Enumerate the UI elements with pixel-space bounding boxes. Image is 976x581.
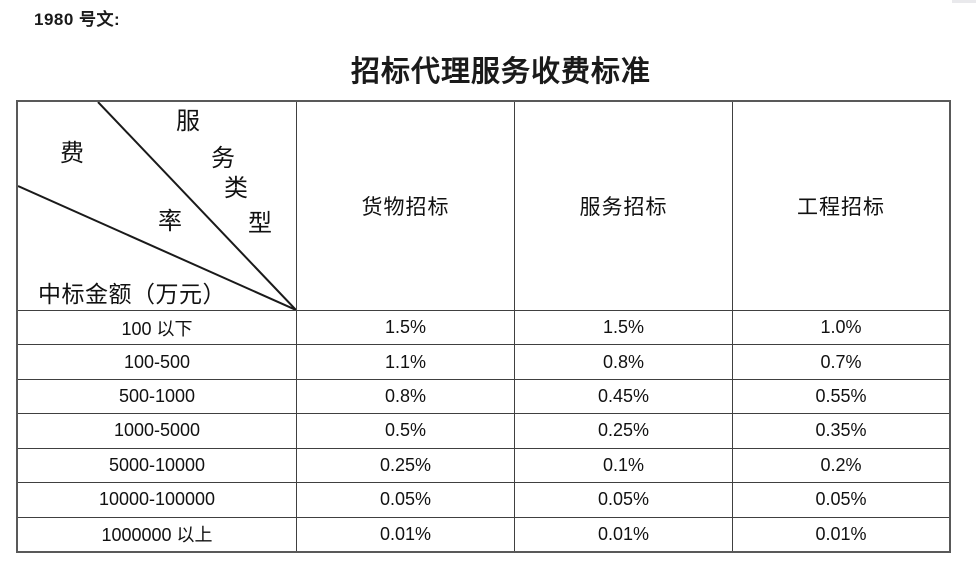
corner-fee-rate-char: 费 bbox=[60, 141, 84, 167]
rate-cell: 0.5% bbox=[296, 413, 514, 448]
rate-cell: 0.25% bbox=[514, 413, 732, 448]
amount-cell: 5000-10000 bbox=[18, 447, 296, 482]
rate-cell: 0.8% bbox=[296, 378, 514, 414]
rate-cell: 0.05% bbox=[514, 482, 732, 517]
fee-standard-table: 服 务 类 型 费 率 中标金额（万元） 货物招标 服务招标 工程招标 100 … bbox=[16, 100, 951, 553]
rate-cell: 1.5% bbox=[296, 310, 514, 345]
rate-cell: 1.0% bbox=[732, 310, 949, 345]
scan-artifact bbox=[952, 0, 976, 3]
corner-service-type-char: 型 bbox=[248, 211, 272, 237]
rate-cell: 0.7% bbox=[732, 344, 949, 379]
column-header-engineering: 工程招标 bbox=[732, 102, 949, 310]
corner-service-type-char: 务 bbox=[211, 146, 235, 172]
amount-cell: 500-1000 bbox=[18, 378, 296, 413]
rate-cell: 0.05% bbox=[296, 482, 514, 517]
rate-cell: 0.35% bbox=[732, 413, 949, 448]
amount-cell: 100 以下 bbox=[18, 310, 296, 344]
amount-cell: 1000-5000 bbox=[18, 413, 296, 447]
rate-cell: 1.1% bbox=[296, 344, 514, 379]
rate-cell: 0.01% bbox=[296, 516, 514, 551]
corner-amount-label: 中标金额（万元） bbox=[38, 282, 226, 307]
amount-cell: 1000000 以上 bbox=[18, 516, 296, 551]
rate-cell: 0.25% bbox=[296, 447, 514, 483]
diagonal-divider-lines bbox=[18, 102, 296, 310]
amount-cell: 10000-100000 bbox=[18, 482, 296, 516]
corner-service-type-char: 服 bbox=[176, 109, 200, 135]
amount-cell: 100-500 bbox=[18, 344, 296, 378]
rate-cell: 0.55% bbox=[732, 378, 949, 414]
rate-cell: 0.2% bbox=[732, 447, 949, 483]
rate-cell: 0.01% bbox=[514, 516, 732, 551]
corner-fee-rate-char: 率 bbox=[158, 209, 182, 235]
column-header-service: 服务招标 bbox=[514, 102, 732, 310]
column-header-goods: 货物招标 bbox=[296, 102, 514, 310]
rate-cell: 0.1% bbox=[514, 447, 732, 483]
rate-cell: 0.8% bbox=[514, 344, 732, 379]
rate-cell: 0.01% bbox=[732, 516, 949, 551]
corner-service-type-char: 类 bbox=[224, 176, 248, 202]
page-title: 招标代理服务收费标准 bbox=[350, 56, 651, 88]
rate-cell: 0.45% bbox=[514, 378, 732, 414]
doc-number-label: 1980 号文: bbox=[34, 10, 121, 29]
rate-cell: 1.5% bbox=[514, 310, 732, 345]
rate-cell: 0.05% bbox=[732, 482, 949, 517]
table-corner-cell: 服 务 类 型 费 率 中标金额（万元） bbox=[18, 102, 296, 310]
